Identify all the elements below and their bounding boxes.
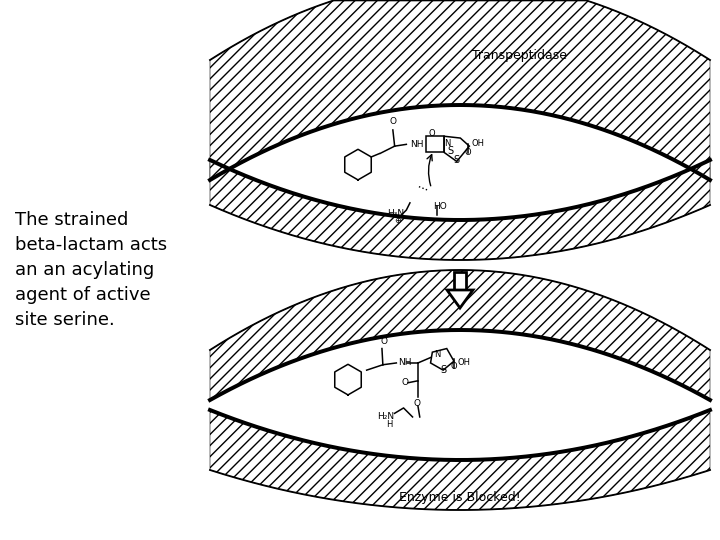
- Text: HO: HO: [433, 202, 447, 211]
- Text: The strained
beta-lactam acts
an an acylating
agent of active
site serine.: The strained beta-lactam acts an an acyl…: [15, 211, 167, 329]
- Polygon shape: [210, 270, 710, 400]
- Text: H₂N: H₂N: [377, 413, 394, 421]
- Text: O: O: [390, 117, 396, 126]
- Text: OH: OH: [457, 357, 471, 367]
- Text: H: H: [386, 420, 392, 429]
- Text: NH: NH: [410, 140, 423, 149]
- Text: O: O: [402, 378, 409, 387]
- Text: O: O: [451, 362, 457, 371]
- Polygon shape: [210, 410, 710, 510]
- Text: ⊕: ⊕: [394, 217, 401, 225]
- Text: N: N: [444, 139, 450, 148]
- Polygon shape: [210, 0, 710, 180]
- Text: S: S: [454, 155, 460, 165]
- Polygon shape: [210, 160, 710, 260]
- Text: O: O: [464, 148, 471, 157]
- Text: S: S: [448, 146, 454, 156]
- Text: Transpeptidase: Transpeptidase: [472, 49, 567, 62]
- Text: OH: OH: [471, 139, 484, 148]
- Text: NH: NH: [398, 359, 412, 367]
- Text: N: N: [433, 350, 440, 359]
- Text: O: O: [380, 336, 387, 346]
- Text: O: O: [413, 399, 420, 408]
- Text: Enzyme is Blocked!: Enzyme is Blocked!: [399, 491, 521, 504]
- Text: S: S: [440, 364, 446, 375]
- Text: O: O: [428, 129, 435, 138]
- Polygon shape: [447, 290, 473, 308]
- Text: H₃N: H₃N: [387, 209, 404, 218]
- Polygon shape: [454, 272, 466, 290]
